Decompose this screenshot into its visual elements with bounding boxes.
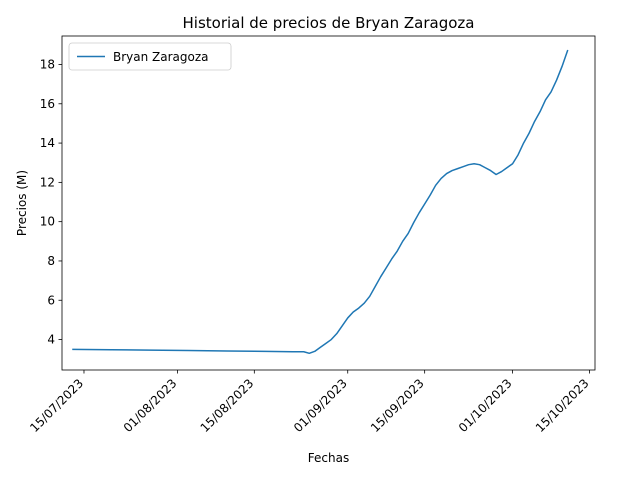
data-point: [188, 350, 189, 351]
data-point: [265, 351, 266, 352]
data-point: [561, 66, 562, 67]
y-tick-label: 16: [40, 97, 55, 111]
data-point: [336, 333, 337, 334]
y-tick-label: 18: [40, 57, 55, 71]
data-point: [539, 111, 540, 112]
y-tick-label: 8: [47, 254, 55, 268]
data-point: [386, 267, 387, 268]
data-point: [402, 241, 403, 242]
data-point: [567, 50, 568, 51]
data-point: [506, 167, 507, 168]
x-tick-label: 01/09/2023: [291, 376, 350, 435]
x-tick-label: 15/09/2023: [368, 376, 427, 435]
data-point: [325, 343, 326, 344]
data-point: [446, 173, 447, 174]
legend-label: Bryan Zaragoza: [113, 50, 209, 64]
data-point: [413, 222, 414, 223]
x-tick-label: 01/08/2023: [121, 376, 180, 435]
data-point: [292, 351, 293, 352]
data-point: [556, 80, 557, 81]
data-point: [468, 164, 469, 165]
x-axis: 15/07/2023 01/08/2023 15/08/2023 01/09/2023…: [27, 370, 592, 435]
data-point: [397, 251, 398, 252]
data-point: [435, 185, 436, 186]
y-tick-label: 4: [47, 333, 55, 347]
data-point: [331, 339, 332, 340]
legend-box: [68, 42, 232, 71]
data-point: [353, 311, 354, 312]
data-point: [523, 142, 524, 143]
data-point: [490, 170, 491, 171]
y-axis: 4 6 8 10 12 14 16 18: [40, 57, 62, 347]
data-point: [517, 154, 518, 155]
y-tick-label: 12: [40, 175, 55, 189]
data-point: [320, 347, 321, 348]
data-point: [309, 353, 310, 354]
data-point: [364, 303, 365, 304]
x-tick-label: 15/10/2023: [533, 376, 592, 435]
data-point: [303, 351, 304, 352]
data-point: [226, 350, 227, 351]
data-point: [391, 258, 392, 259]
chart-title: Historial de precios de Bryan Zaragoza: [183, 14, 475, 32]
data-point: [495, 174, 496, 175]
data-point: [424, 203, 425, 204]
plot-area: [62, 36, 595, 370]
series-line-0: [72, 49, 569, 355]
data-point: [441, 178, 442, 179]
plot-frame: [61, 35, 596, 371]
data-point: [375, 286, 376, 287]
data-point: [452, 170, 453, 171]
data-point: [380, 276, 381, 277]
data-point: [501, 171, 502, 172]
x-tick-label: 01/10/2023: [456, 376, 515, 435]
y-tick-label: 6: [47, 293, 55, 307]
y-tick-label: 14: [40, 136, 55, 150]
data-point: [342, 325, 343, 326]
data-point: [474, 163, 475, 164]
data-point: [457, 168, 458, 169]
data-point: [111, 349, 112, 350]
data-point: [545, 99, 546, 100]
data-point: [149, 350, 150, 351]
data-point: [479, 164, 480, 165]
data-point: [369, 296, 370, 297]
legend: Bryan Zaragoza: [68, 42, 232, 71]
data-point: [485, 167, 486, 168]
x-tick-label: 15/08/2023: [198, 376, 257, 435]
x-axis-label: Fechas: [308, 451, 349, 465]
y-axis-label: Precios (M): [15, 170, 29, 236]
data-point: [358, 308, 359, 309]
data-point: [528, 133, 529, 134]
data-point: [463, 166, 464, 167]
data-point: [419, 212, 420, 213]
data-point: [314, 351, 315, 352]
data-point: [534, 121, 535, 122]
data-point: [430, 195, 431, 196]
data-point: [347, 317, 348, 318]
data-point: [550, 91, 551, 92]
x-tick-label: 15/07/2023: [27, 376, 86, 435]
data-point: [72, 349, 73, 350]
data-point: [512, 163, 513, 164]
data-point: [408, 233, 409, 234]
y-tick-label: 10: [40, 215, 55, 229]
series-layer: [72, 49, 569, 355]
